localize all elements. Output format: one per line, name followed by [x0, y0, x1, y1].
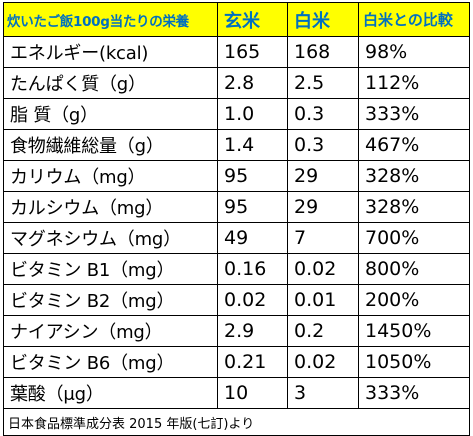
brown-rice-value: 1.0 [217, 98, 288, 130]
table-row: 葉酸（μg） 10 3 333% [3, 377, 470, 409]
white-rice-value: 168 [287, 36, 359, 68]
table-row: ビタミン B1（mg） 0.16 0.02 800% [3, 253, 470, 285]
nutrient-label: 食物繊維総量（g） [3, 129, 218, 161]
table-row: 脂 質（g） 1.0 0.3 333% [3, 98, 470, 130]
white-rice-value: 0.02 [287, 253, 359, 285]
comparison-value: 200% [358, 284, 470, 316]
nutrient-label: エネルギー(kcal) [3, 36, 218, 68]
white-rice-value: 2.5 [287, 67, 359, 99]
table-header-row: 炊いたご飯100g当たりの栄養 玄米 白米 白米との比較 [3, 2, 470, 37]
header-brown-rice: 玄米 [217, 2, 288, 37]
comparison-value: 333% [358, 98, 470, 130]
brown-rice-value: 0.21 [217, 346, 288, 378]
comparison-value: 1050% [358, 346, 470, 378]
comparison-value: 328% [358, 191, 470, 223]
comparison-value: 98% [358, 36, 470, 68]
brown-rice-value: 95 [217, 160, 288, 192]
white-rice-value: 7 [287, 222, 359, 254]
brown-rice-value: 10 [217, 377, 288, 409]
brown-rice-value: 95 [217, 191, 288, 223]
table-row: エネルギー(kcal) 165 168 98% [3, 36, 470, 68]
nutrient-label: ビタミン B6（mg） [3, 346, 218, 378]
comparison-value: 700% [358, 222, 470, 254]
table-row: たんぱく質（g） 2.8 2.5 112% [3, 67, 470, 99]
brown-rice-value: 49 [217, 222, 288, 254]
nutrition-table-container: 炊いたご飯100g当たりの栄養 玄米 白米 白米との比較 エネルギー(kcal)… [3, 2, 470, 436]
white-rice-value: 29 [287, 160, 359, 192]
nutrient-label: ビタミン B1（mg） [3, 253, 218, 285]
white-rice-value: 0.02 [287, 346, 359, 378]
table-row: カリウム（mg） 95 29 328% [3, 160, 470, 192]
comparison-value: 467% [358, 129, 470, 161]
comparison-value: 800% [358, 253, 470, 285]
nutrient-label: ナイアシン（mg） [3, 315, 218, 347]
source-note: 日本食品標準成分表 2015 年版(七訂)より [3, 408, 470, 436]
table-row: ビタミン B6（mg） 0.21 0.02 1050% [3, 346, 470, 378]
brown-rice-value: 1.4 [217, 129, 288, 161]
table-row: カルシウム（mg） 95 29 328% [3, 191, 470, 223]
white-rice-value: 3 [287, 377, 359, 409]
nutrient-label: 葉酸（μg） [3, 377, 218, 409]
brown-rice-value: 0.02 [217, 284, 288, 316]
header-comparison: 白米との比較 [358, 2, 470, 37]
white-rice-value: 0.3 [287, 98, 359, 130]
nutrition-comparison-table: 炊いたご飯100g当たりの栄養 玄米 白米 白米との比較 エネルギー(kcal)… [3, 2, 470, 436]
nutrient-label: 脂 質（g） [3, 98, 218, 130]
table-row: マグネシウム（mg） 49 7 700% [3, 222, 470, 254]
nutrient-label: ビタミン B2（mg） [3, 284, 218, 316]
white-rice-value: 29 [287, 191, 359, 223]
white-rice-value: 0.3 [287, 129, 359, 161]
white-rice-value: 0.2 [287, 315, 359, 347]
nutrient-label: たんぱく質（g） [3, 67, 218, 99]
brown-rice-value: 0.16 [217, 253, 288, 285]
header-white-rice: 白米 [287, 2, 359, 37]
table-row: 食物繊維総量（g） 1.4 0.3 467% [3, 129, 470, 161]
comparison-value: 328% [358, 160, 470, 192]
table-row: ナイアシン（mg） 2.9 0.2 1450% [3, 315, 470, 347]
brown-rice-value: 2.9 [217, 315, 288, 347]
header-nutrient: 炊いたご飯100g当たりの栄養 [3, 2, 218, 37]
source-row: 日本食品標準成分表 2015 年版(七訂)より [3, 408, 470, 436]
comparison-value: 1450% [358, 315, 470, 347]
white-rice-value: 0.01 [287, 284, 359, 316]
nutrient-label: カリウム（mg） [3, 160, 218, 192]
nutrient-label: マグネシウム（mg） [3, 222, 218, 254]
brown-rice-value: 165 [217, 36, 288, 68]
comparison-value: 333% [358, 377, 470, 409]
nutrient-label: カルシウム（mg） [3, 191, 218, 223]
table-row: ビタミン B2（mg） 0.02 0.01 200% [3, 284, 470, 316]
comparison-value: 112% [358, 67, 470, 99]
brown-rice-value: 2.8 [217, 67, 288, 99]
